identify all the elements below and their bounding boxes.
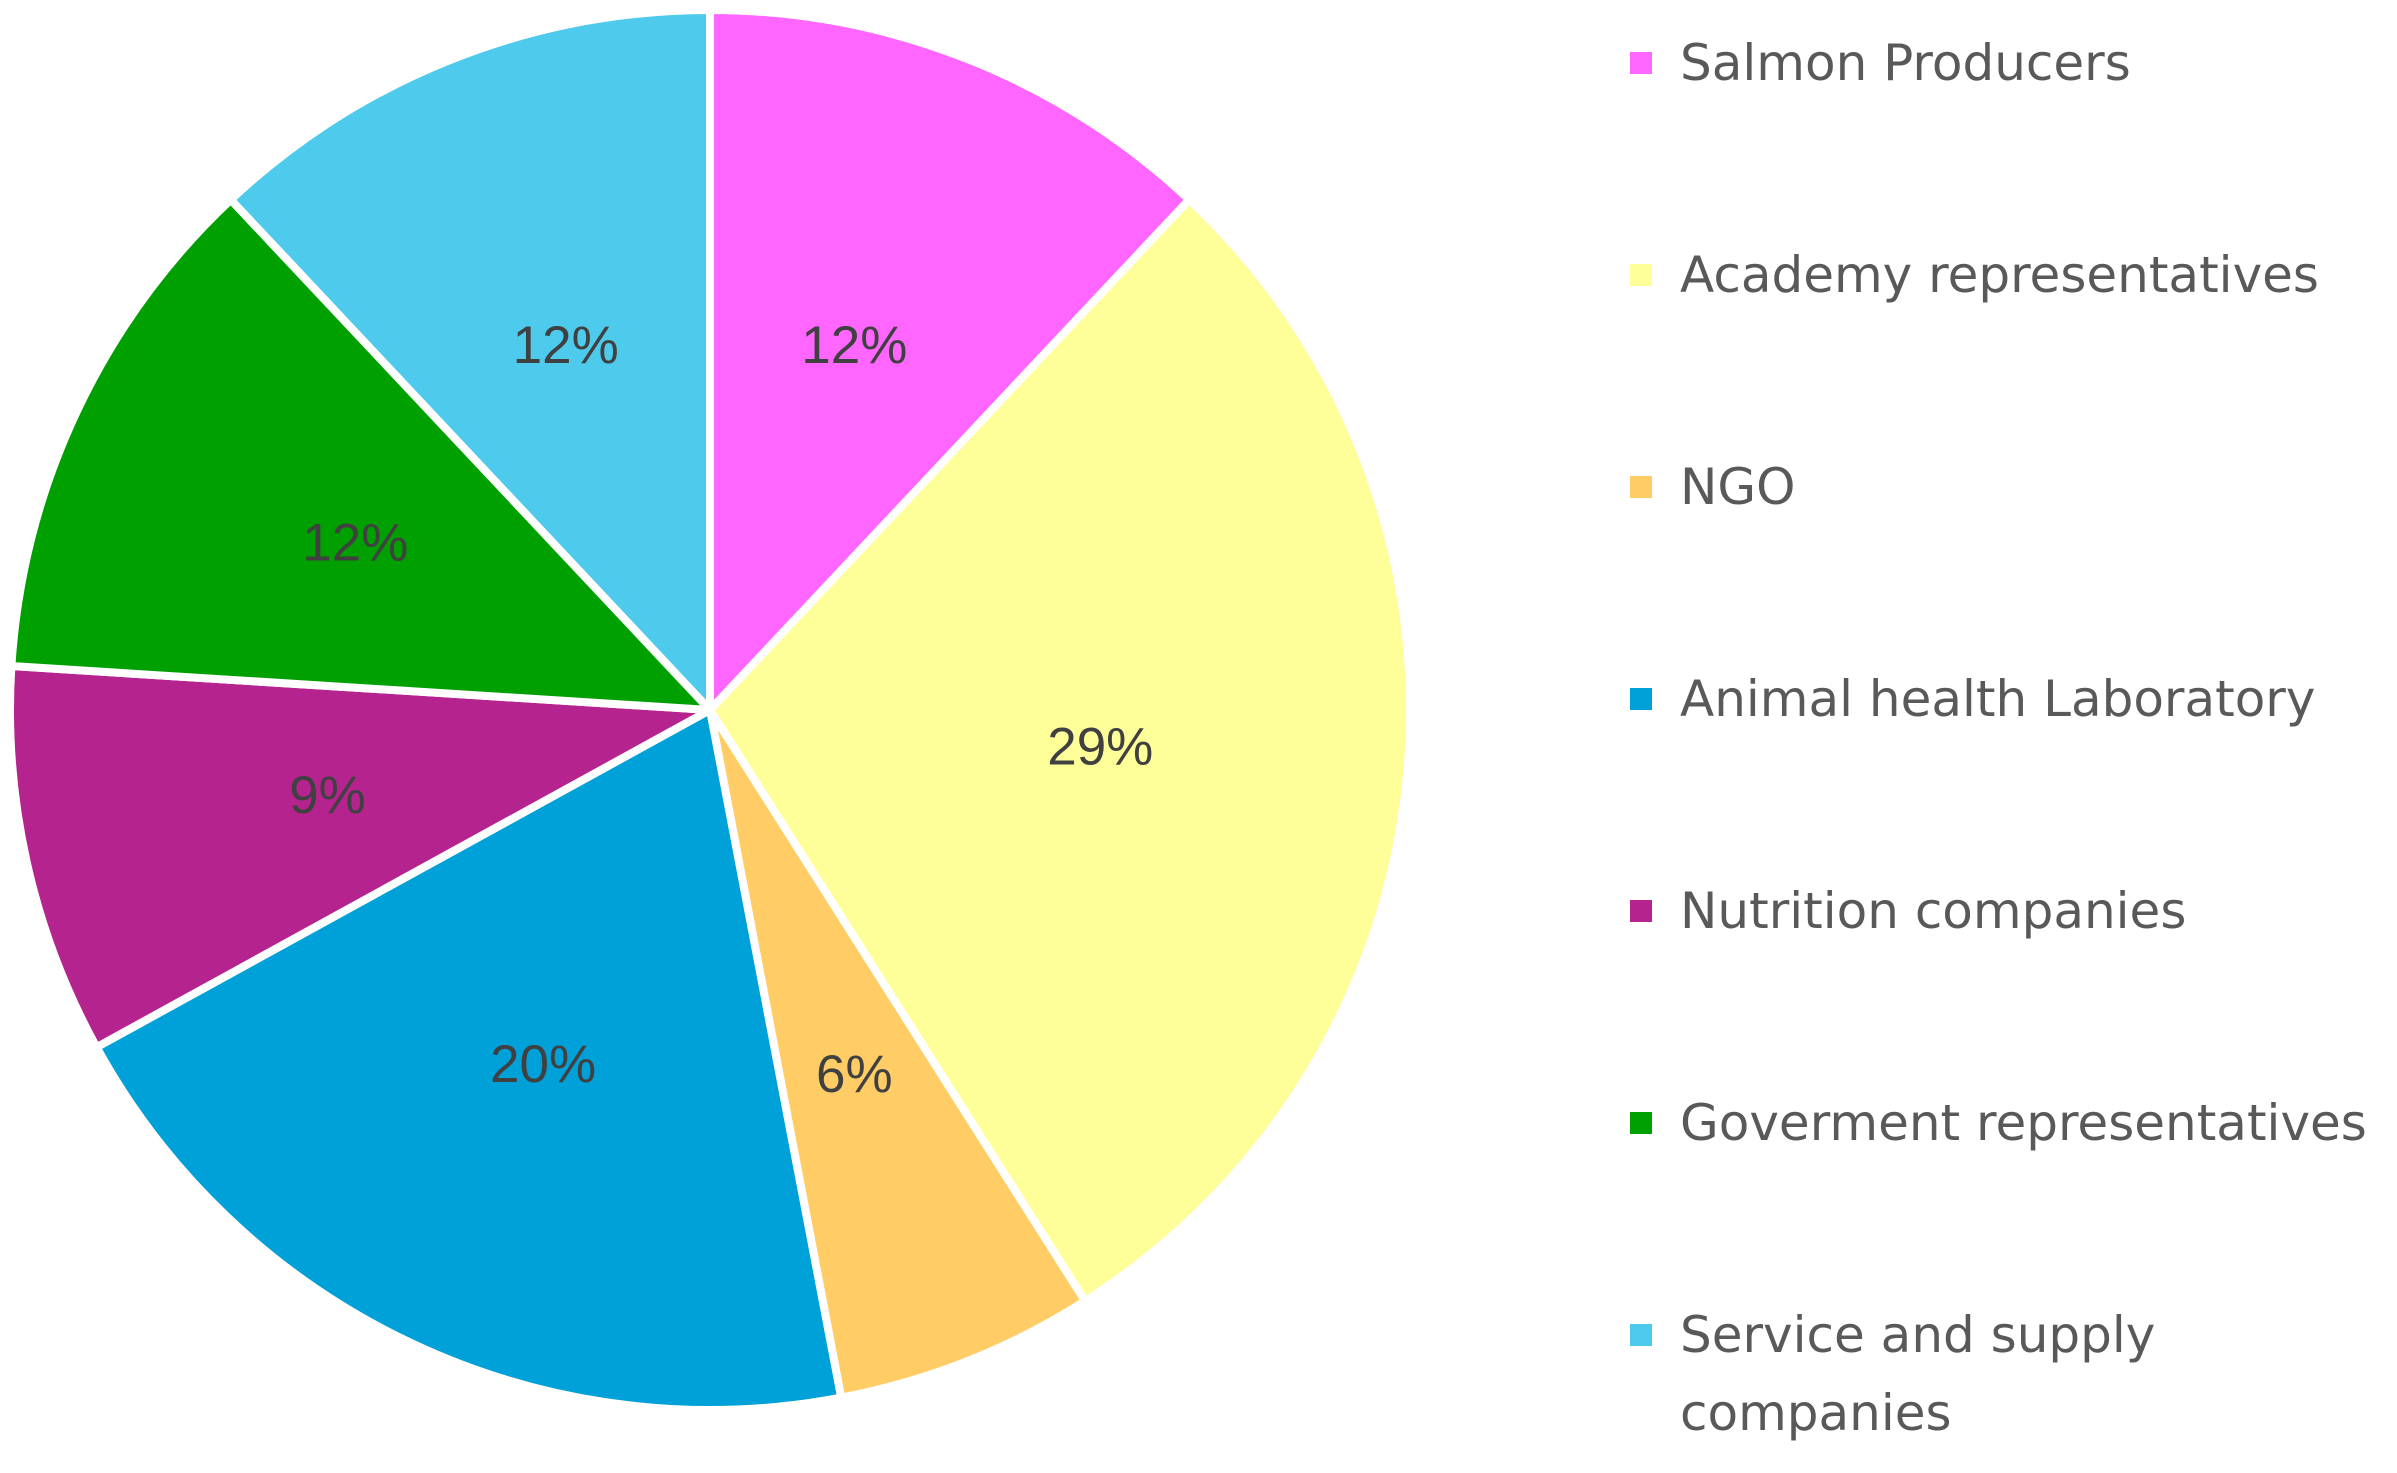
legend-swatch xyxy=(1630,1112,1652,1134)
legend-item-animal-health-laboratory: Animal health Laboratory xyxy=(1630,660,2390,872)
legend-label: Academy representatives xyxy=(1680,246,2319,304)
legend-item-nutrition-companies: Nutrition companies xyxy=(1630,872,2390,1084)
pie-data-label: 12% xyxy=(302,514,408,573)
legend-label: Salmon Producers xyxy=(1680,34,2131,92)
legend-label: NGO xyxy=(1680,458,1796,516)
pie-data-label: 20% xyxy=(490,1035,596,1094)
legend-item-goverment-representatives: Goverment representatives xyxy=(1630,1084,2390,1296)
pie-slice-nutrition-companies xyxy=(6,662,714,1052)
legend-swatch xyxy=(1630,688,1652,710)
pie-slice-service-and-supply-companies xyxy=(226,6,714,714)
legend-label: Service and supply companies xyxy=(1680,1306,2156,1442)
legend-label: Nutrition companies xyxy=(1680,882,2187,940)
pie-data-label: 12% xyxy=(801,316,907,375)
legend-swatch xyxy=(1630,476,1652,498)
legend-swatch xyxy=(1630,1324,1652,1346)
pie-data-label: 9% xyxy=(289,766,366,825)
legend-label: Animal health Laboratory xyxy=(1680,670,2316,728)
pie-slice-academy-representatives xyxy=(706,195,1414,1306)
pie-data-label: 12% xyxy=(513,316,619,375)
pie-slice-salmon-producers xyxy=(706,6,1194,714)
pie-slices xyxy=(6,6,1414,1414)
pie-data-labels: 12% 29% 6% 20% 9% 12% 12% xyxy=(289,316,1153,1104)
pie-slice-goverment-representatives xyxy=(7,195,714,714)
pie-chart-svg: 12% 29% 6% 20% 9% 12% 12% xyxy=(6,6,1414,1414)
legend: Salmon Producers Academy representatives… xyxy=(1630,24,2390,1452)
pie-slice-animal-health-laboratory xyxy=(92,706,846,1414)
pie-slice-ngo xyxy=(706,706,1090,1402)
pie-data-label: 6% xyxy=(816,1045,893,1104)
legend-swatch xyxy=(1630,52,1652,74)
legend-swatch xyxy=(1630,900,1652,922)
legend-label: Goverment representatives xyxy=(1680,1094,2367,1152)
pie-data-label: 29% xyxy=(1047,717,1153,776)
legend-item-academy-representatives: Academy representatives xyxy=(1630,236,2390,448)
legend-swatch xyxy=(1630,264,1652,286)
legend-item-service-and-supply-companies: Service and supply companies xyxy=(1630,1296,2200,1452)
legend-item-ngo: NGO xyxy=(1630,448,2390,660)
legend-item-salmon-producers: Salmon Producers xyxy=(1630,24,2390,236)
